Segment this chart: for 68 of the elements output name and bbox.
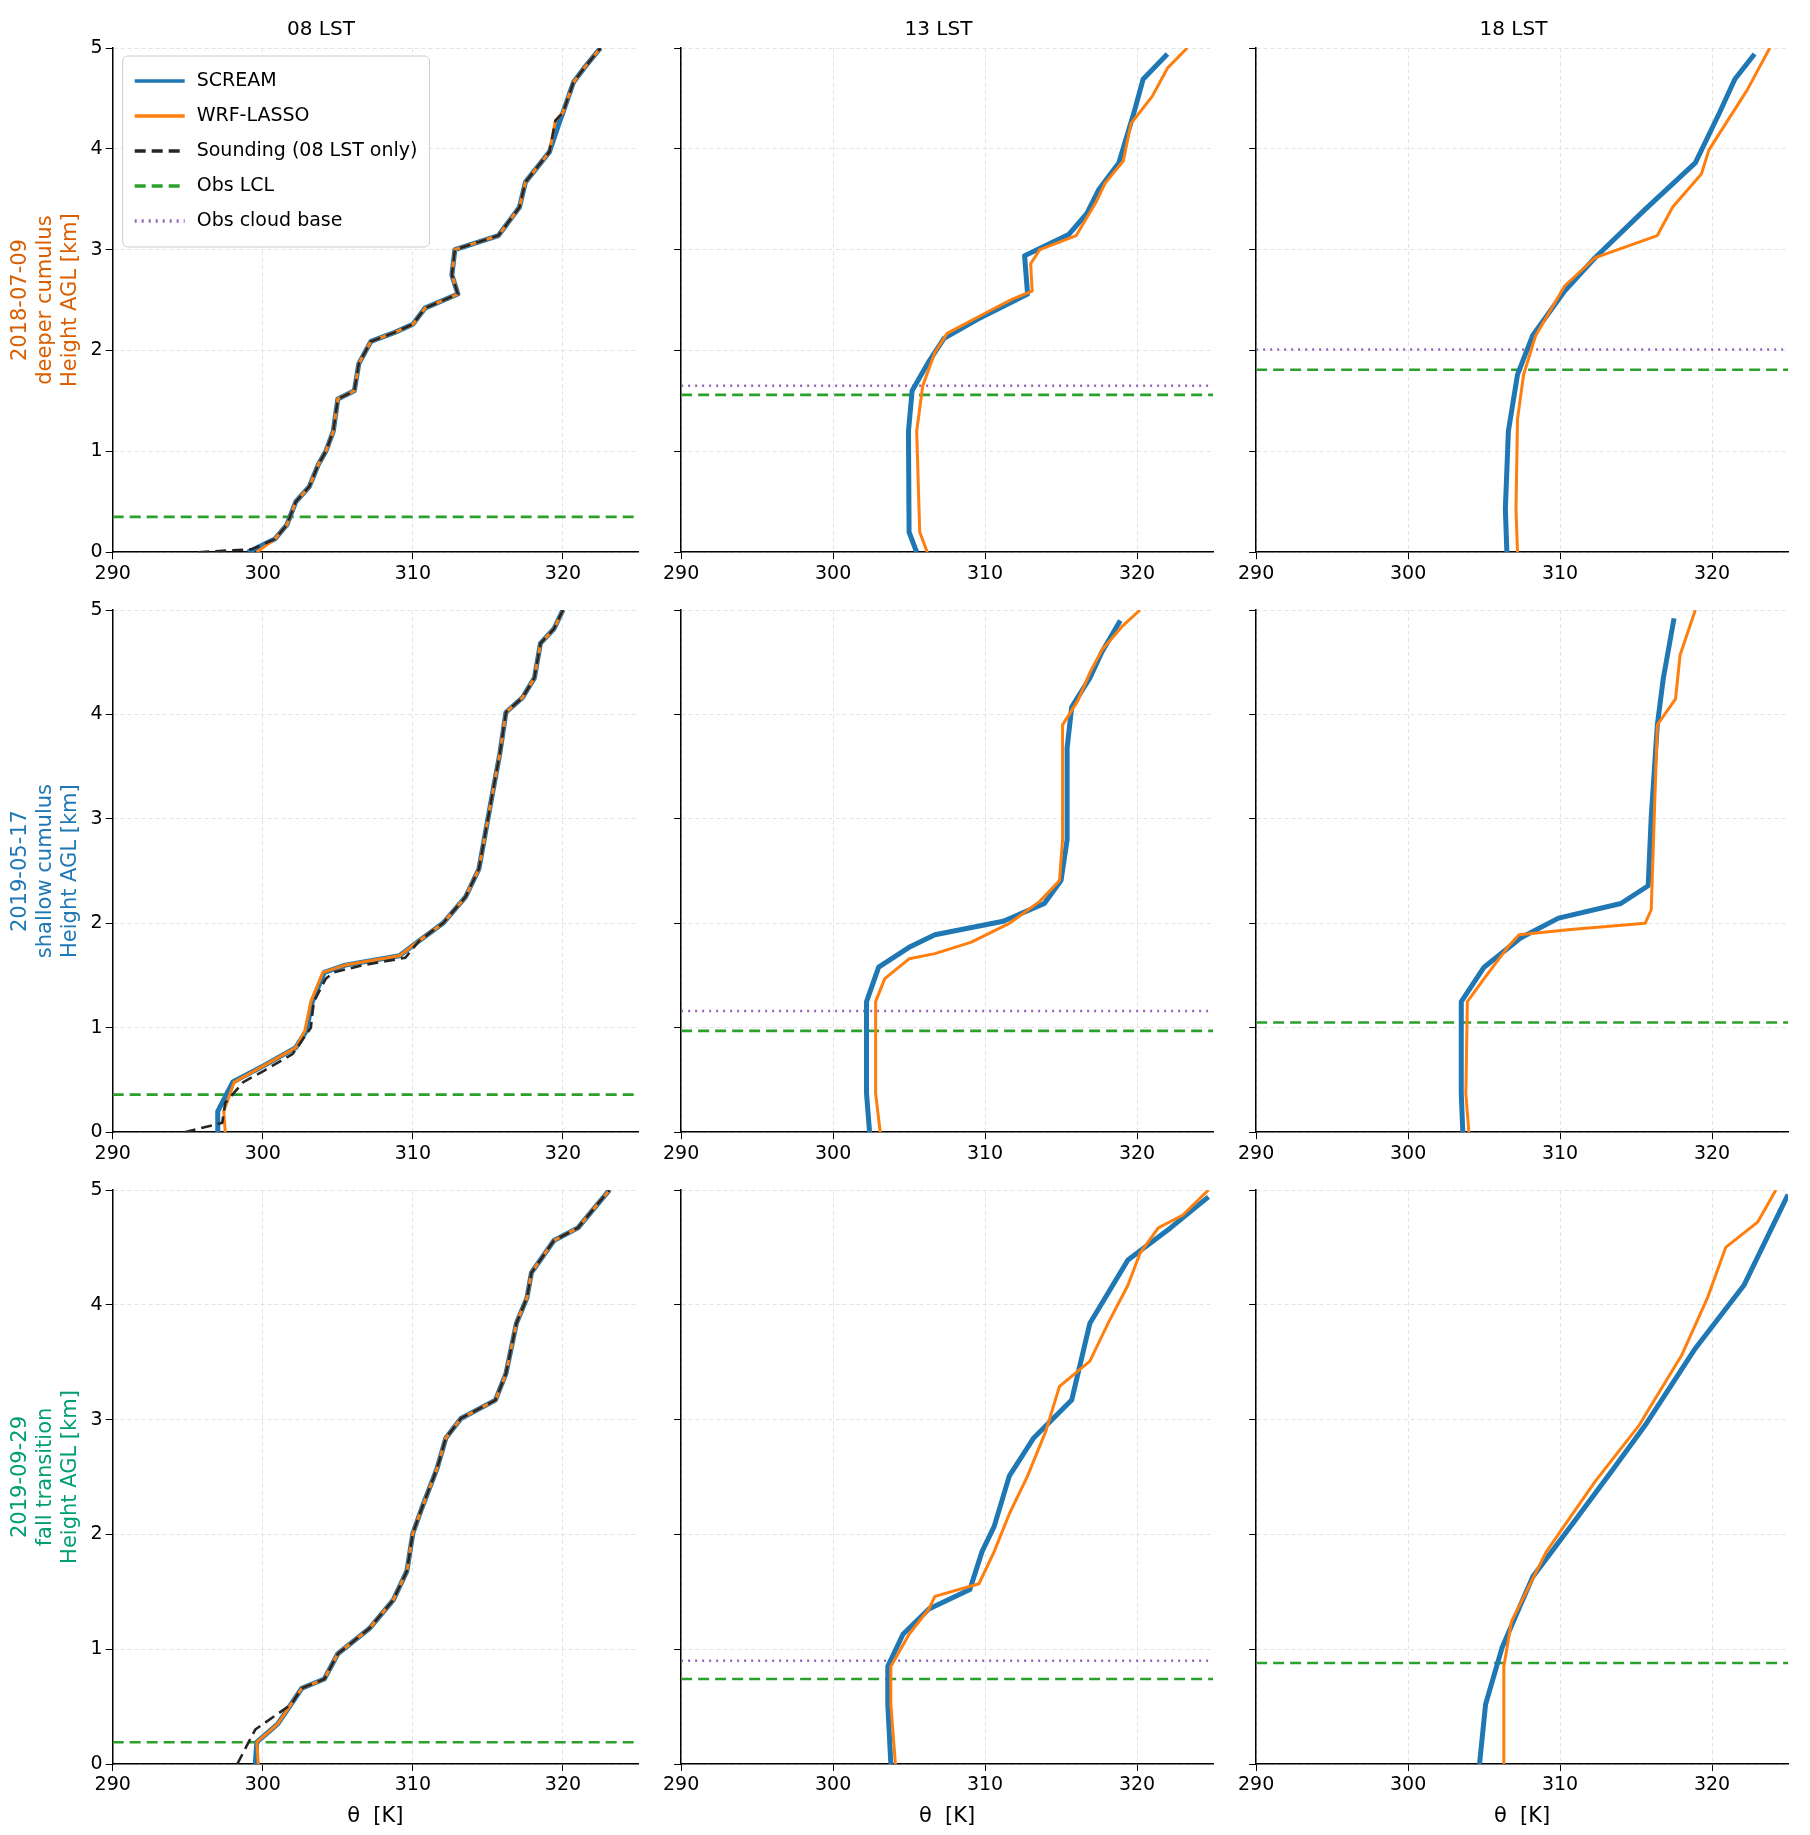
x-tick-label: 320 [1118, 1772, 1156, 1795]
y-tick-label: 2 [90, 910, 103, 933]
y-tick-label: 2 [90, 1521, 103, 1544]
x-tick-label: 300 [244, 560, 281, 583]
x-tick-label: 300 [814, 560, 852, 583]
y-tick-label: 5 [90, 1176, 103, 1199]
x-tick-label: 320 [1118, 560, 1156, 583]
legend-label: Obs LCL [196, 172, 275, 195]
x-tick-label: 310 [1541, 1772, 1579, 1795]
x-tick-label: 300 [244, 1140, 281, 1163]
x-tick-label: 310 [394, 1140, 431, 1163]
y-tick-label: 5 [90, 596, 103, 619]
legend-label: SCREAM [196, 67, 277, 90]
x-tick-label: 300 [814, 1772, 852, 1795]
y-axis-title: 2018-07-09 deeper cumulus Height AGL [km] [7, 213, 82, 387]
x-tick-label: 300 [1389, 1772, 1427, 1795]
chart-title: 08 LST [287, 16, 356, 41]
legend-label: Sounding (08 LST only) [196, 137, 418, 160]
y-tick-label: 4 [90, 1291, 103, 1314]
x-tick-label: 320 [544, 1772, 582, 1795]
x-tick-label: 300 [244, 1772, 281, 1795]
x-tick-label: 290 [1238, 1140, 1275, 1163]
x-tick-label: 320 [1693, 1772, 1731, 1795]
x-tick-label: 320 [1118, 1140, 1156, 1163]
x-tick-label: 290 [1238, 560, 1275, 583]
x-tick-label: 310 [966, 560, 1004, 583]
x-tick-label: 310 [1541, 560, 1579, 583]
x-axis-title: θ [K] [347, 1802, 404, 1827]
legend-label: Obs cloud base [196, 207, 343, 230]
x-tick-label: 310 [1541, 1140, 1579, 1163]
y-axis-title: 2019-09-29 fall transition Height AGL [km] [7, 1390, 82, 1564]
x-tick-label: 320 [1693, 560, 1731, 583]
y-tick-label: 4 [90, 701, 103, 724]
y-tick-label: 0 [90, 539, 103, 562]
x-tick-label: 290 [94, 1140, 131, 1163]
y-tick-label: 5 [90, 34, 103, 57]
x-tick-label: 290 [1238, 1772, 1275, 1795]
x-tick-label: 290 [663, 1140, 700, 1163]
x-tick-label: 310 [394, 1772, 431, 1795]
x-tick-label: 300 [1389, 1140, 1427, 1163]
x-axis-title: θ [K] [918, 1802, 976, 1827]
y-tick-label: 2 [90, 337, 103, 360]
y-tick-label: 3 [90, 236, 103, 259]
chart-title: 18 LST [1479, 16, 1549, 41]
legend-label: WRF-LASSO [196, 102, 310, 125]
y-tick-label: 1 [90, 1636, 103, 1659]
y-tick-label: 4 [90, 135, 103, 158]
x-tick-label: 300 [1389, 560, 1427, 583]
y-axis-title: 2019-05-17 shallow cumulus Height AGL [km] [7, 784, 82, 959]
x-tick-label: 320 [544, 560, 582, 583]
y-tick-label: 3 [90, 805, 103, 828]
x-tick-label: 290 [94, 1772, 131, 1795]
x-tick-label: 320 [544, 1140, 582, 1163]
chart-title: 13 LST [904, 16, 974, 41]
x-tick-label: 300 [814, 1140, 852, 1163]
x-tick-label: 310 [966, 1140, 1004, 1163]
x-tick-label: 310 [394, 560, 431, 583]
y-tick-label: 0 [90, 1750, 103, 1773]
x-tick-label: 290 [663, 560, 700, 583]
y-tick-label: 1 [90, 1014, 103, 1037]
y-tick-label: 1 [90, 438, 103, 461]
x-axis-title: θ [K] [1493, 1802, 1551, 1827]
x-tick-label: 290 [663, 1772, 700, 1795]
y-tick-label: 0 [90, 1119, 103, 1142]
x-tick-label: 290 [94, 560, 131, 583]
x-tick-label: 310 [966, 1772, 1004, 1795]
y-tick-label: 3 [90, 1406, 103, 1429]
x-tick-label: 320 [1693, 1140, 1731, 1163]
